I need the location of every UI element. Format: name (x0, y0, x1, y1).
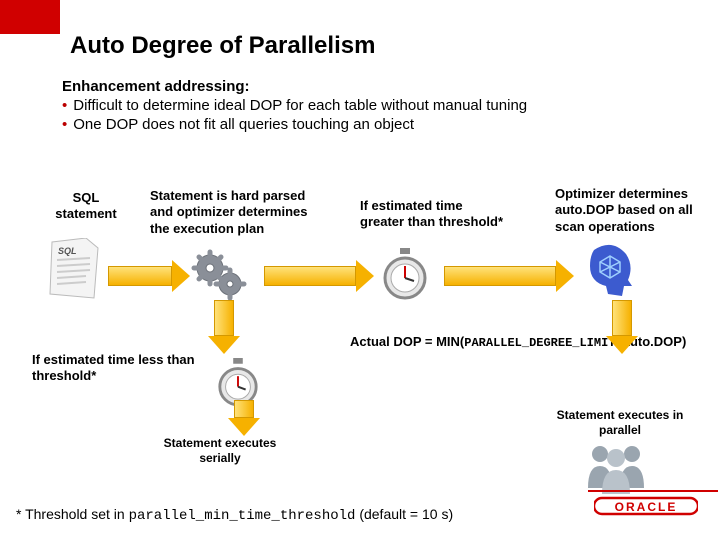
footnote-suffix: (default = 10 s) (355, 506, 453, 522)
optimizer-head-icon (580, 240, 640, 300)
label-hard-parse: Statement is hard parsed and optimizer d… (150, 188, 320, 237)
bullet-text: Difficult to determine ideal DOP for eac… (73, 97, 527, 114)
formula-code: PARALLEL_DEGREE_LIMIT (464, 336, 615, 350)
footnote: * Threshold set in parallel_min_time_thr… (16, 506, 453, 524)
bullet-text: One DOP does not fit all queries touchin… (73, 116, 414, 133)
enhancement-bullet: •Difficult to determine ideal DOP for ea… (62, 97, 692, 114)
label-threshold-less: If estimated time less than threshold* (32, 352, 222, 385)
svg-text:SQL: SQL (58, 246, 77, 256)
label-threshold-greater: If estimated time greater than threshold… (360, 198, 510, 231)
enhancement-bullet: •One DOP does not fit all queries touchi… (62, 116, 692, 133)
footnote-code: parallel_min_time_threshold (129, 508, 356, 524)
flow-arrow (228, 400, 260, 436)
enhancement-heading: Enhancement addressing: (62, 78, 692, 95)
label-execute-parallel: Statement executes in parallel (550, 408, 690, 438)
enhancement-block: Enhancement addressing: •Difficult to de… (62, 78, 692, 133)
label-sql-statement: SQL statement (46, 190, 126, 223)
flow-arrow (208, 300, 240, 354)
gears-icon (190, 248, 250, 304)
flow-arrow (264, 260, 374, 292)
oracle-logo: ORACLE (594, 496, 698, 516)
flow-arrow (108, 260, 190, 292)
formula-prefix: Actual DOP = MIN( (350, 334, 464, 349)
corner-accent (0, 0, 60, 34)
label-execute-serial: Statement executes serially (155, 436, 285, 466)
stopwatch-icon (382, 248, 428, 300)
flow-arrow (444, 260, 574, 292)
label-optimizer-dop: Optimizer determines auto.DOP based on a… (555, 186, 705, 235)
footnote-prefix: * Threshold set in (16, 506, 129, 522)
oracle-text: ORACLE (615, 500, 678, 514)
flow-arrow (606, 300, 638, 354)
page-title: Auto Degree of Parallelism (70, 32, 375, 60)
sql-document-icon: SQL (48, 238, 102, 302)
